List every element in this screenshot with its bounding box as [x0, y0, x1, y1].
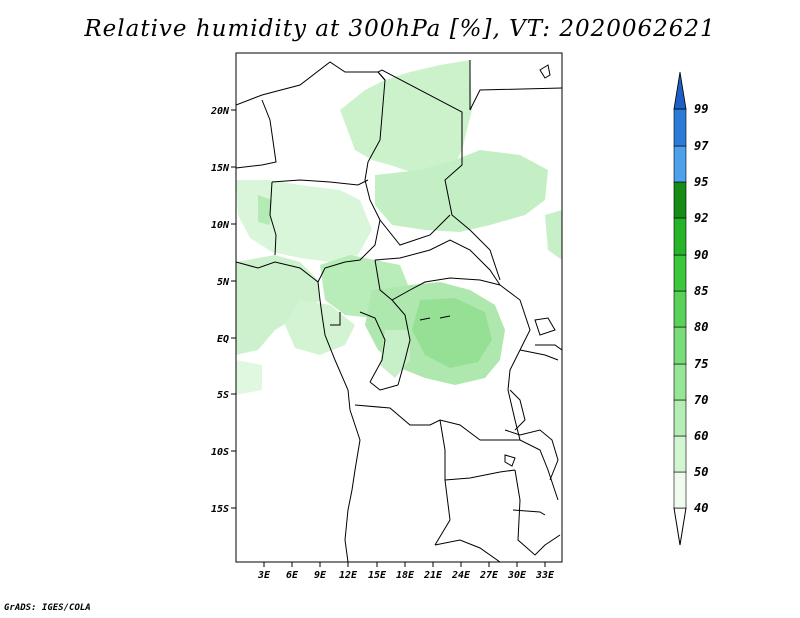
colorbar-label: 95 — [694, 175, 708, 189]
lon-tick-label: 12E — [339, 570, 358, 581]
colorbar-segment — [673, 217, 687, 256]
lon-tick-label: 6E — [286, 570, 299, 581]
lat-tick-label: 5S — [217, 390, 229, 401]
lat-tick-label: 5N — [217, 277, 230, 288]
colorbar-label: 75 — [694, 357, 708, 371]
colorbar-segment — [673, 363, 687, 401]
lat-tick-label: 10S — [211, 447, 229, 458]
humidity-shading — [236, 60, 562, 395]
colorbar-segment — [673, 181, 687, 219]
lat-tick-label: 20N — [210, 106, 230, 117]
lon-tick-label: 15E — [368, 570, 387, 581]
lon-tick-label: 33E — [535, 570, 555, 581]
colorbar-lower-arrow — [673, 507, 687, 546]
colorbar-label: 70 — [694, 393, 708, 407]
lon-tick-label: 18E — [396, 570, 415, 581]
colorbar-segment — [673, 399, 687, 437]
lon-axis: 3E 6E 9E 12E 15E 18E 21E 24E 27E 30E 33E — [257, 562, 555, 581]
lon-tick-label: 30E — [507, 570, 527, 581]
colorbar-label: 97 — [694, 139, 709, 153]
colorbar-segment — [673, 326, 687, 365]
map-title: Relative humidity at 300hPa [%], VT: 202… — [84, 16, 716, 42]
colorbar-segment — [673, 254, 687, 292]
colorbar-segment — [673, 145, 687, 183]
lat-tick-label: 15S — [211, 504, 229, 515]
colorbar-label: 40 — [694, 501, 708, 515]
lat-tick-label: 15N — [211, 163, 230, 174]
lon-tick-label: 24E — [451, 570, 471, 581]
lon-tick-label: 3E — [257, 570, 271, 581]
lon-tick-label: 27E — [479, 570, 499, 581]
colorbar-upper-arrow — [673, 71, 687, 110]
colorbar: 40 50 60 70 75 80 85 90 92 95 97 99 — [673, 71, 709, 546]
colorbar-label: 90 — [694, 248, 708, 262]
colorbar-label: 80 — [694, 320, 708, 334]
lon-tick-label: 9E — [314, 570, 327, 581]
colorbar-segment — [673, 108, 687, 147]
lon-tick-label: 21E — [423, 570, 443, 581]
colorbar-label: 60 — [694, 429, 708, 443]
lat-tick-label: 10N — [211, 220, 230, 231]
colorbar-label: 92 — [694, 211, 708, 225]
lat-tick-label: EQ — [217, 334, 229, 345]
country-borders — [236, 60, 562, 562]
map-frame — [235, 52, 563, 563]
colorbar-label: 50 — [694, 465, 708, 479]
lat-axis: 20N 15N 10N 5N EQ 5S 10S 15S — [210, 106, 236, 515]
colorbar-segment — [673, 290, 687, 328]
grads-credit: GrADS: IGES/COLA — [4, 603, 91, 613]
colorbar-segment — [673, 471, 687, 509]
colorbar-label: 99 — [694, 102, 708, 116]
colorbar-label: 85 — [694, 284, 708, 298]
colorbar-segment — [673, 435, 687, 473]
